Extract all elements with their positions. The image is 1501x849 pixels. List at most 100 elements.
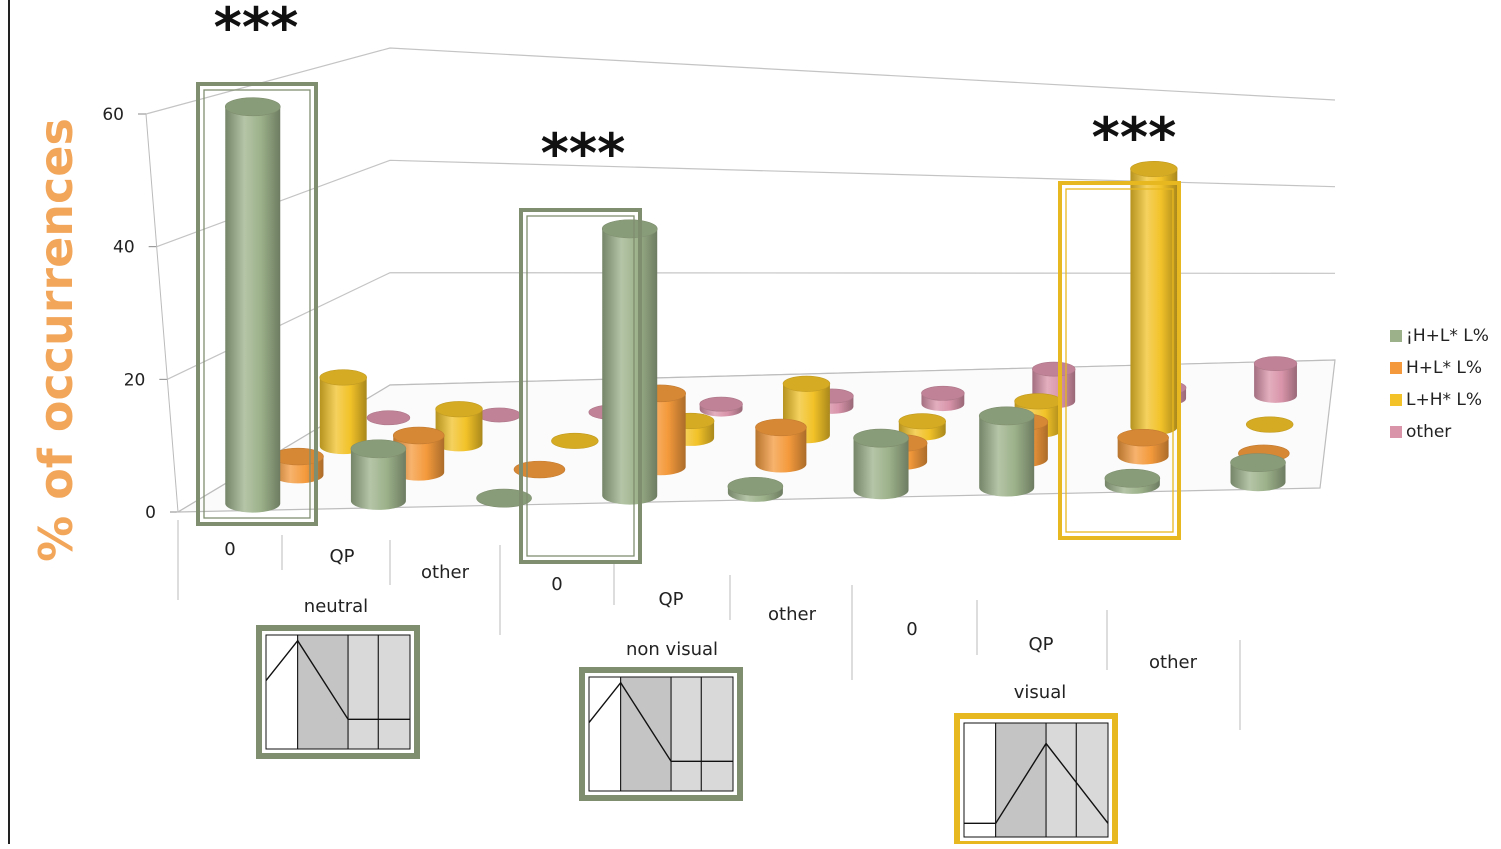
bar--h-l-l-: [1104, 468, 1161, 494]
bar-top: [727, 476, 784, 496]
bar-top: [1117, 428, 1169, 447]
bar-l-h-l-: [551, 432, 599, 449]
legend: ¡H+L* L% H+L* L% L+H* L% other: [1390, 320, 1489, 448]
bar-body: [921, 393, 965, 412]
bar-top: [1230, 453, 1286, 472]
significance-stars: ***: [541, 122, 626, 185]
highlight-box-inner: [1065, 188, 1174, 533]
bar--h-l-l-: [978, 406, 1035, 497]
bar-l-h-l-: [1130, 160, 1178, 436]
x-tick-label: other: [768, 604, 817, 625]
bar-top: [853, 428, 909, 448]
bar-top: [477, 407, 522, 423]
x-tick-label: other: [421, 562, 470, 583]
x-tick-label: 0: [224, 539, 235, 560]
bar--h-l-l-: [476, 488, 532, 508]
bar--h-l-l-: [601, 219, 658, 505]
bar-top: [350, 439, 407, 459]
legend-label: L+H* L%: [1406, 390, 1483, 410]
legend-label: other: [1406, 422, 1452, 442]
contour-line: [964, 742, 1109, 825]
bar-top: [1245, 416, 1294, 433]
contour-segment: [963, 722, 997, 838]
x-tick-label: QP: [329, 546, 354, 567]
legend-swatch: [1390, 362, 1402, 374]
bar-l-h-l-: [435, 401, 483, 452]
bar-top: [782, 375, 831, 392]
group-label: visual: [1014, 682, 1066, 703]
legend-item: other: [1390, 416, 1489, 448]
bar-top: [1130, 160, 1178, 178]
x-tick-label: QP: [658, 589, 683, 610]
group-label: non visual: [626, 639, 718, 660]
legend-item: ¡H+L* L%: [1390, 320, 1489, 352]
bar-body: [350, 448, 406, 510]
bar-body: [853, 438, 909, 500]
bar-top: [435, 401, 483, 418]
bar-top: [755, 418, 807, 437]
bar-body: [225, 106, 281, 513]
bar-top: [699, 396, 743, 412]
bar-other: [1253, 356, 1298, 403]
contour-segment: [265, 634, 299, 750]
legend-item: L+H* L%: [1390, 384, 1489, 416]
contour-segment: [995, 722, 1047, 838]
x-tick-label: 0: [551, 574, 562, 595]
contour-panel: [256, 625, 420, 759]
significance-stars: ***: [1092, 106, 1177, 169]
legend-swatch: [1390, 330, 1402, 342]
y-tick-label: 40: [113, 238, 135, 258]
significance-stars: ***: [214, 0, 299, 59]
x-tick-label: QP: [1028, 634, 1053, 655]
bar-top: [224, 97, 281, 117]
bar-top: [476, 488, 532, 508]
bar-l-h-l-: [1245, 416, 1294, 433]
bar--h-l-l-: [350, 439, 407, 510]
x-tick-label: 0: [906, 619, 917, 640]
bar-body: [1254, 363, 1297, 403]
bar-other: [921, 385, 965, 412]
highlight-box: [1058, 181, 1181, 540]
bar-l-h-l-: [319, 369, 367, 455]
contour-segment: [670, 676, 702, 792]
highlight-box: [196, 82, 318, 526]
bar-body: [699, 404, 743, 417]
contour-panel: [954, 713, 1118, 847]
bar-top: [366, 410, 411, 426]
bar-body: [435, 409, 483, 452]
bar-top: [978, 406, 1035, 426]
contour-line: [588, 681, 733, 763]
highlight-box-inner: [203, 89, 311, 519]
bar-body: [1104, 478, 1160, 494]
contour-segment: [1075, 722, 1109, 838]
bar-other: [699, 396, 743, 417]
bar-top: [921, 385, 965, 401]
contour-segment: [347, 634, 379, 750]
bar--h-l-l-: [727, 476, 784, 502]
bar-body: [1230, 462, 1286, 492]
contour-segment: [588, 676, 622, 792]
bar-top: [319, 369, 367, 386]
contour-segment: [377, 634, 411, 750]
bar-other: [477, 407, 522, 423]
bar-body: [1117, 437, 1169, 465]
legend-swatch: [1390, 426, 1402, 438]
bar-top: [898, 413, 947, 430]
legend-item: H+L* L%: [1390, 352, 1489, 384]
bar-body: [755, 427, 807, 473]
group-label: neutral: [304, 596, 368, 617]
bar-body: [1130, 169, 1178, 436]
legend-label: H+L* L%: [1406, 358, 1483, 378]
left-border: [8, 0, 10, 844]
bar--h-l-l-: [1230, 453, 1286, 492]
bar-body: [393, 435, 445, 481]
bar-top: [1014, 393, 1062, 410]
contour-segment: [1045, 722, 1077, 838]
bar-body: [319, 377, 367, 455]
contour-segment: [700, 676, 734, 792]
bar-top: [551, 432, 599, 449]
y-tick-label: 20: [124, 370, 146, 390]
bar-top: [1032, 361, 1076, 377]
